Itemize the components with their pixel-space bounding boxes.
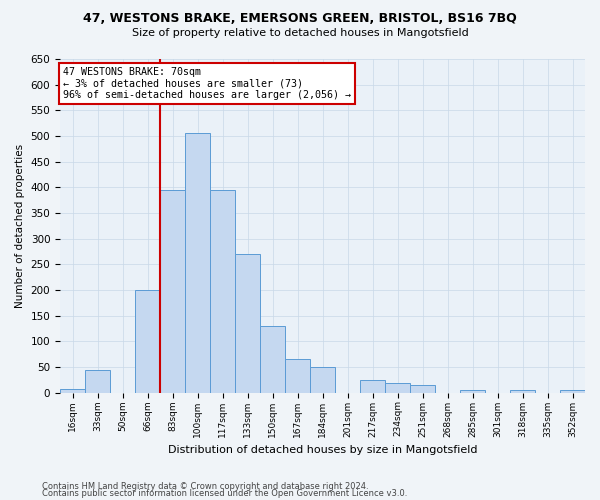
- Bar: [460, 390, 485, 392]
- Bar: [410, 385, 435, 392]
- Y-axis label: Number of detached properties: Number of detached properties: [15, 144, 25, 308]
- Bar: [235, 254, 260, 392]
- Text: Size of property relative to detached houses in Mangotsfield: Size of property relative to detached ho…: [131, 28, 469, 38]
- Text: Contains public sector information licensed under the Open Government Licence v3: Contains public sector information licen…: [42, 490, 407, 498]
- Text: Contains HM Land Registry data © Crown copyright and database right 2024.: Contains HM Land Registry data © Crown c…: [42, 482, 368, 491]
- Bar: [310, 367, 335, 392]
- Bar: [185, 134, 210, 392]
- Bar: [285, 360, 310, 392]
- Text: 47, WESTONS BRAKE, EMERSONS GREEN, BRISTOL, BS16 7BQ: 47, WESTONS BRAKE, EMERSONS GREEN, BRIST…: [83, 12, 517, 26]
- Bar: [210, 190, 235, 392]
- Bar: [510, 390, 535, 392]
- X-axis label: Distribution of detached houses by size in Mangotsfield: Distribution of detached houses by size …: [168, 445, 477, 455]
- Bar: [385, 384, 410, 392]
- Text: 47 WESTONS BRAKE: 70sqm
← 3% of detached houses are smaller (73)
96% of semi-det: 47 WESTONS BRAKE: 70sqm ← 3% of detached…: [62, 66, 350, 100]
- Bar: [60, 388, 85, 392]
- Bar: [85, 370, 110, 392]
- Bar: [260, 326, 285, 392]
- Bar: [160, 190, 185, 392]
- Bar: [560, 390, 585, 392]
- Bar: [360, 380, 385, 392]
- Bar: [135, 290, 160, 392]
